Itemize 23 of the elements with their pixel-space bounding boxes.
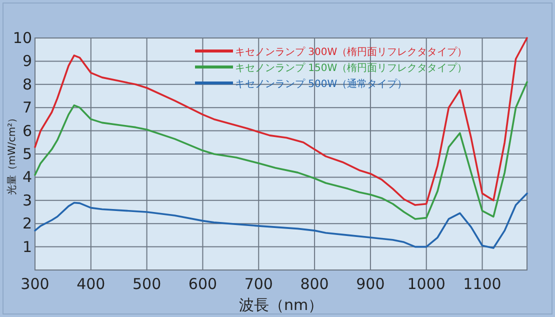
y-tick-label: 10 (12, 29, 32, 47)
y-tick-label: 3 (22, 191, 32, 210)
x-tick-label: 300 (20, 275, 50, 293)
x-tick-label: 700 (244, 275, 273, 293)
line-series (34, 192, 528, 249)
x-tick-label: 900 (356, 275, 385, 293)
y-tick-label: 7 (22, 98, 32, 117)
y-tick-label: 6 (22, 122, 32, 140)
x-tick-label: 1000 (407, 275, 446, 293)
x-tick-label: 800 (300, 275, 329, 293)
y-tick-label: 5 (22, 145, 32, 163)
x-tick-label: 1100 (463, 275, 502, 293)
y-tick-label: 9 (22, 52, 32, 70)
y-tick-label: 1 (22, 238, 32, 256)
x-axis-title: 波長（nm） (238, 296, 324, 314)
y-tick-label: 8 (22, 75, 32, 94)
x-tick-label: 600 (188, 275, 218, 293)
y-tick-label: 4 (22, 168, 32, 186)
x-tick-label: 400 (76, 275, 106, 293)
x-tick-label: 500 (132, 275, 162, 293)
y-tick-label: 2 (22, 214, 32, 233)
line-series (34, 37, 528, 206)
y-axis-title: 光量（mW/cm²） (6, 112, 18, 196)
